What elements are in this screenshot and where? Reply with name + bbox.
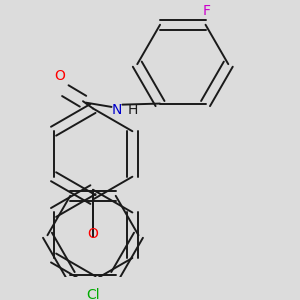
Text: Cl: Cl xyxy=(86,288,100,300)
Text: N: N xyxy=(112,103,122,117)
Text: O: O xyxy=(55,69,66,83)
Text: H: H xyxy=(128,103,138,117)
Text: F: F xyxy=(203,4,211,18)
Text: O: O xyxy=(88,227,98,241)
